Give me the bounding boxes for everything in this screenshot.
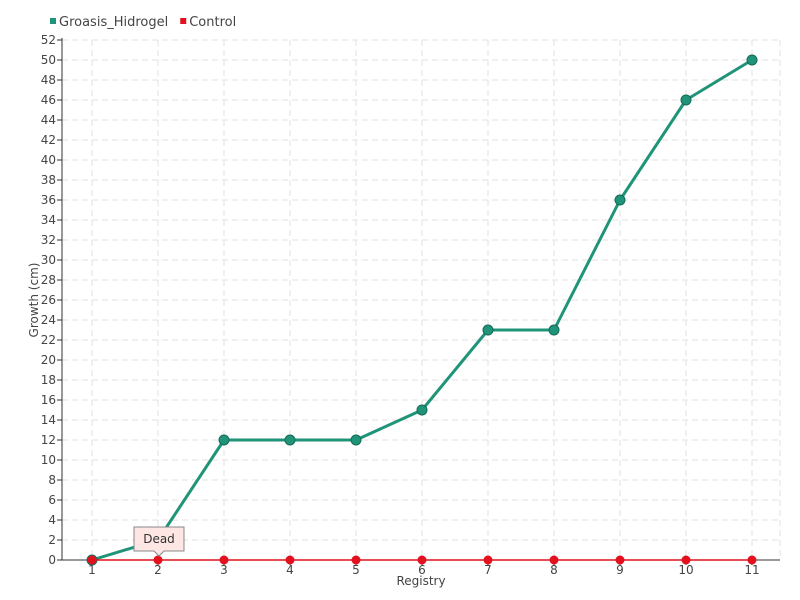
series-control — [87, 555, 757, 565]
y-axis-title: Growth (cm) — [27, 263, 41, 338]
x-tick-label: 5 — [352, 563, 360, 577]
y-tick-label: 22 — [41, 333, 56, 347]
x-tick-label: 8 — [550, 563, 558, 577]
data-point — [416, 404, 428, 416]
gridlines — [62, 39, 781, 560]
data-point — [285, 555, 295, 565]
y-tick-label: 18 — [41, 373, 56, 387]
x-tick-label: 6 — [418, 563, 426, 577]
x-tick-label: 3 — [220, 563, 228, 577]
y-tick-label: 2 — [48, 533, 56, 547]
data-point — [548, 324, 560, 336]
x-tick-label: 11 — [744, 563, 759, 577]
data-point — [482, 324, 494, 336]
legend-label: Groasis_Hidrogel — [59, 15, 168, 30]
y-tick-label: 32 — [41, 233, 56, 247]
y-tick-label: 10 — [41, 453, 56, 467]
y-tick-label: 24 — [41, 313, 56, 327]
dead-tooltip: Dead — [133, 526, 185, 557]
y-axis-ticks: 0246810121416182022242628303234363840424… — [41, 33, 62, 567]
data-point — [680, 94, 692, 106]
y-tick-label: 50 — [41, 53, 56, 67]
tooltip-text: Dead — [143, 532, 175, 546]
y-tick-label: 42 — [41, 133, 56, 147]
axes — [61, 38, 780, 561]
legend-swatch — [50, 18, 56, 24]
y-tick-label: 30 — [41, 253, 56, 267]
data-point — [747, 555, 757, 565]
data-point — [351, 555, 361, 565]
x-tick-label: 7 — [484, 563, 492, 577]
legend: Groasis_Hidrogel Control — [50, 15, 236, 30]
data-point — [615, 555, 625, 565]
y-tick-label: 12 — [41, 433, 56, 447]
y-tick-label: 16 — [41, 393, 56, 407]
data-point — [483, 555, 493, 565]
x-tick-label: 4 — [286, 563, 294, 577]
data-point — [614, 194, 626, 206]
x-tick-label: 9 — [616, 563, 624, 577]
data-point — [87, 555, 97, 565]
x-tick-label: 2 — [154, 563, 162, 577]
y-tick-label: 34 — [41, 213, 56, 227]
legend-label: Control — [189, 15, 236, 30]
y-tick-label: 8 — [48, 473, 56, 487]
data-point — [218, 434, 230, 446]
y-tick-label: 40 — [41, 153, 56, 167]
y-tick-label: 38 — [41, 173, 56, 187]
y-tick-label: 6 — [48, 493, 56, 507]
y-tick-label: 52 — [41, 33, 56, 47]
y-tick-label: 20 — [41, 353, 56, 367]
legend-swatch — [180, 18, 187, 24]
y-tick-label: 36 — [41, 193, 56, 207]
data-point — [350, 434, 362, 446]
y-tick-label: 14 — [41, 413, 56, 427]
data-point — [153, 555, 163, 565]
data-point — [681, 555, 691, 565]
x-tick-label: 1 — [88, 563, 96, 577]
y-tick-label: 48 — [41, 73, 56, 87]
y-tick-label: 4 — [48, 513, 56, 527]
data-point — [284, 434, 296, 446]
data-point — [219, 555, 229, 565]
x-axis-title: Registry — [396, 574, 445, 588]
y-tick-label: 0 — [48, 553, 56, 567]
data-point — [417, 555, 427, 565]
tooltip-box — [133, 526, 185, 557]
x-tick-label: 10 — [678, 563, 693, 577]
y-tick-label: 44 — [41, 113, 56, 127]
y-tick-label: 46 — [41, 93, 56, 107]
y-tick-label: 26 — [41, 293, 56, 307]
y-tick-label: 28 — [41, 273, 56, 287]
data-point — [746, 54, 758, 66]
data-point — [549, 555, 559, 565]
